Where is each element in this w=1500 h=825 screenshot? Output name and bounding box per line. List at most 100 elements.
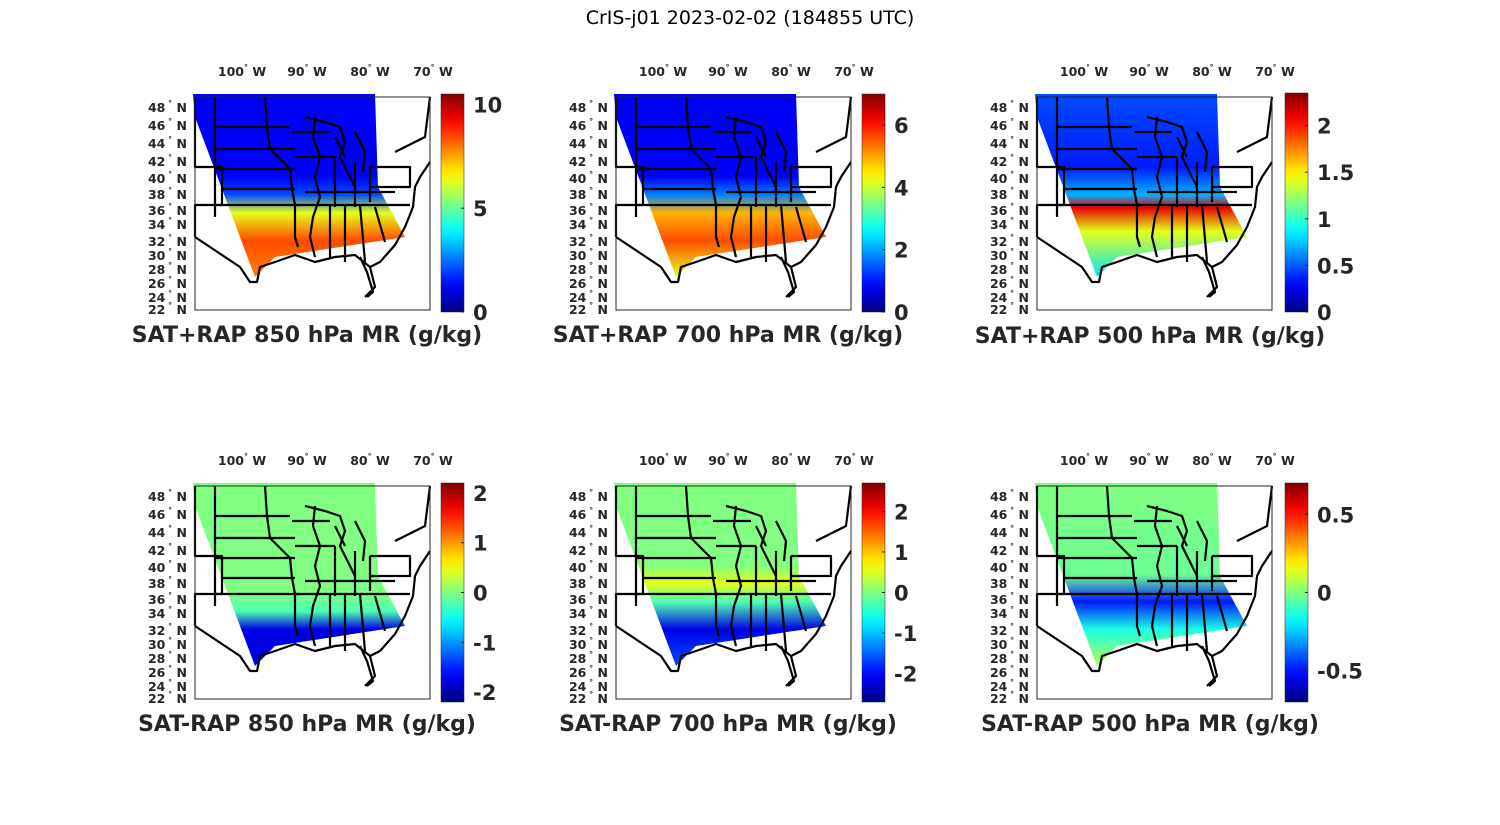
- colorbar-tick-label: 0.5: [1317, 503, 1354, 527]
- lat-tick-label: 44 ° N: [990, 135, 1029, 151]
- lon-tick-label: 80° W: [350, 63, 390, 79]
- colorbar-tick-label: 0: [473, 301, 488, 325]
- lat-tick-label: 34 ° N: [148, 216, 187, 232]
- border-line: [713, 519, 756, 548]
- colorbar-tick-label: 1: [473, 532, 488, 556]
- lat-tick-label: 28 ° N: [569, 261, 608, 277]
- lat-tick-label: 34 ° N: [569, 216, 608, 232]
- lat-tick-label: 30 ° N: [148, 636, 187, 652]
- lat-tick-label: 42 ° N: [569, 153, 608, 169]
- lat-tick-label: 22 ° N: [148, 301, 187, 317]
- border-line: [213, 486, 300, 606]
- lat-tick-label: 22 ° N: [569, 301, 608, 317]
- lat-tick-label: 36 ° N: [569, 202, 608, 218]
- colorbar: [1284, 92, 1309, 313]
- lat-tick-label: 30 ° N: [990, 247, 1029, 263]
- lat-tick-label: 38 ° N: [990, 575, 1029, 591]
- lat-tick-label: 38 ° N: [990, 186, 1029, 202]
- lat-tick-label: 46 ° N: [148, 506, 187, 522]
- border-line: [729, 116, 743, 258]
- lat-tick-label: 34 ° N: [569, 605, 608, 621]
- lat-tick-label: 48 ° N: [148, 488, 187, 504]
- lat-tick-label: 36 ° N: [990, 591, 1029, 607]
- lat-tick-label: 48 ° N: [148, 99, 187, 115]
- lon-tick-label: 70° W: [1255, 452, 1295, 468]
- lat-tick-label: 38 ° N: [148, 186, 187, 202]
- border-line: [1134, 130, 1177, 159]
- lat-tick-label: 48 ° N: [569, 99, 608, 115]
- lat-tick-label: 46 ° N: [990, 506, 1029, 522]
- border-line: [1201, 256, 1217, 298]
- lat-tick-label: 32 ° N: [990, 622, 1029, 638]
- border-line: [308, 116, 322, 258]
- lat-tick-label: 36 ° N: [569, 591, 608, 607]
- lat-tick-label: 38 ° N: [569, 575, 608, 591]
- lon-tick-label: 70° W: [1255, 63, 1295, 79]
- colorbar: [440, 93, 465, 313]
- lat-tick-label: 36 ° N: [990, 202, 1029, 218]
- border-line: [791, 485, 853, 578]
- lon-tick-label: 80° W: [350, 452, 390, 468]
- border-line: [716, 579, 831, 596]
- panel-title: SAT-RAP 700 hPa MR (g/kg): [559, 712, 897, 737]
- colorbar-tick-label: 10: [473, 93, 502, 117]
- border-line: [304, 115, 356, 188]
- lat-tick-label: 28 ° N: [148, 261, 187, 277]
- lon-tick-label: 100° W: [639, 63, 687, 79]
- lat-tick-label: 44 ° N: [569, 524, 608, 540]
- lat-tick-label: 46 ° N: [990, 117, 1029, 133]
- panel-title: SAT-RAP 500 hPa MR (g/kg): [981, 712, 1319, 737]
- border-line: [308, 505, 322, 647]
- border-line: [194, 550, 431, 687]
- lat-tick-label: 44 ° N: [148, 524, 187, 540]
- border-line: [1137, 579, 1252, 596]
- border-line: [1036, 161, 1273, 298]
- border-line: [713, 130, 756, 159]
- border-line: [359, 256, 375, 298]
- lat-tick-label: 34 ° N: [990, 216, 1029, 232]
- lat-tick-label: 40 ° N: [148, 559, 187, 575]
- border-line: [1105, 485, 1142, 637]
- border-line: [1201, 645, 1217, 687]
- border-line: [334, 520, 367, 562]
- border-line: [1137, 190, 1252, 207]
- lon-tick-label: 90° W: [287, 452, 327, 468]
- border-line: [263, 96, 300, 248]
- lat-tick-label: 32 ° N: [148, 622, 187, 638]
- lon-tick-label: 90° W: [287, 63, 327, 79]
- lat-tick-label: 42 ° N: [148, 153, 187, 169]
- lon-tick-label: 90° W: [708, 63, 748, 79]
- colorbar-tick-label: 0.5: [1317, 254, 1354, 278]
- border-line: [304, 504, 356, 577]
- lat-tick-label: 40 ° N: [569, 170, 608, 186]
- colorbar-tick-label: 1: [894, 541, 909, 565]
- border-line: [615, 161, 852, 298]
- border-line: [333, 157, 372, 207]
- lat-tick-label: 22 ° N: [148, 690, 187, 706]
- lat-tick-label: 42 ° N: [990, 542, 1029, 558]
- lat-tick-label: 36 ° N: [148, 591, 187, 607]
- colorbar-tick-label: 0: [473, 582, 488, 606]
- lon-tick-label: 70° W: [834, 63, 874, 79]
- border-line: [755, 520, 788, 562]
- border-line: [1170, 593, 1229, 652]
- axes-box: [194, 96, 431, 311]
- lon-tick-label: 80° W: [1192, 63, 1232, 79]
- border-line: [1036, 550, 1273, 687]
- colorbar-tick-label: 0: [1317, 582, 1332, 606]
- border-line: [1170, 204, 1229, 263]
- lat-tick-label: 32 ° N: [569, 622, 608, 638]
- lat-tick-label: 40 ° N: [569, 559, 608, 575]
- border-line: [749, 204, 808, 263]
- border-line: [1212, 96, 1274, 189]
- border-line: [295, 579, 410, 596]
- border-line: [749, 593, 808, 652]
- lat-tick-label: 26 ° N: [990, 275, 1029, 291]
- lat-tick-label: 26 ° N: [990, 664, 1029, 680]
- lat-tick-label: 48 ° N: [990, 99, 1029, 115]
- axes-box: [1036, 96, 1273, 311]
- lat-tick-label: 24 ° N: [148, 678, 187, 694]
- lon-tick-label: 90° W: [708, 452, 748, 468]
- lat-tick-label: 48 ° N: [990, 488, 1029, 504]
